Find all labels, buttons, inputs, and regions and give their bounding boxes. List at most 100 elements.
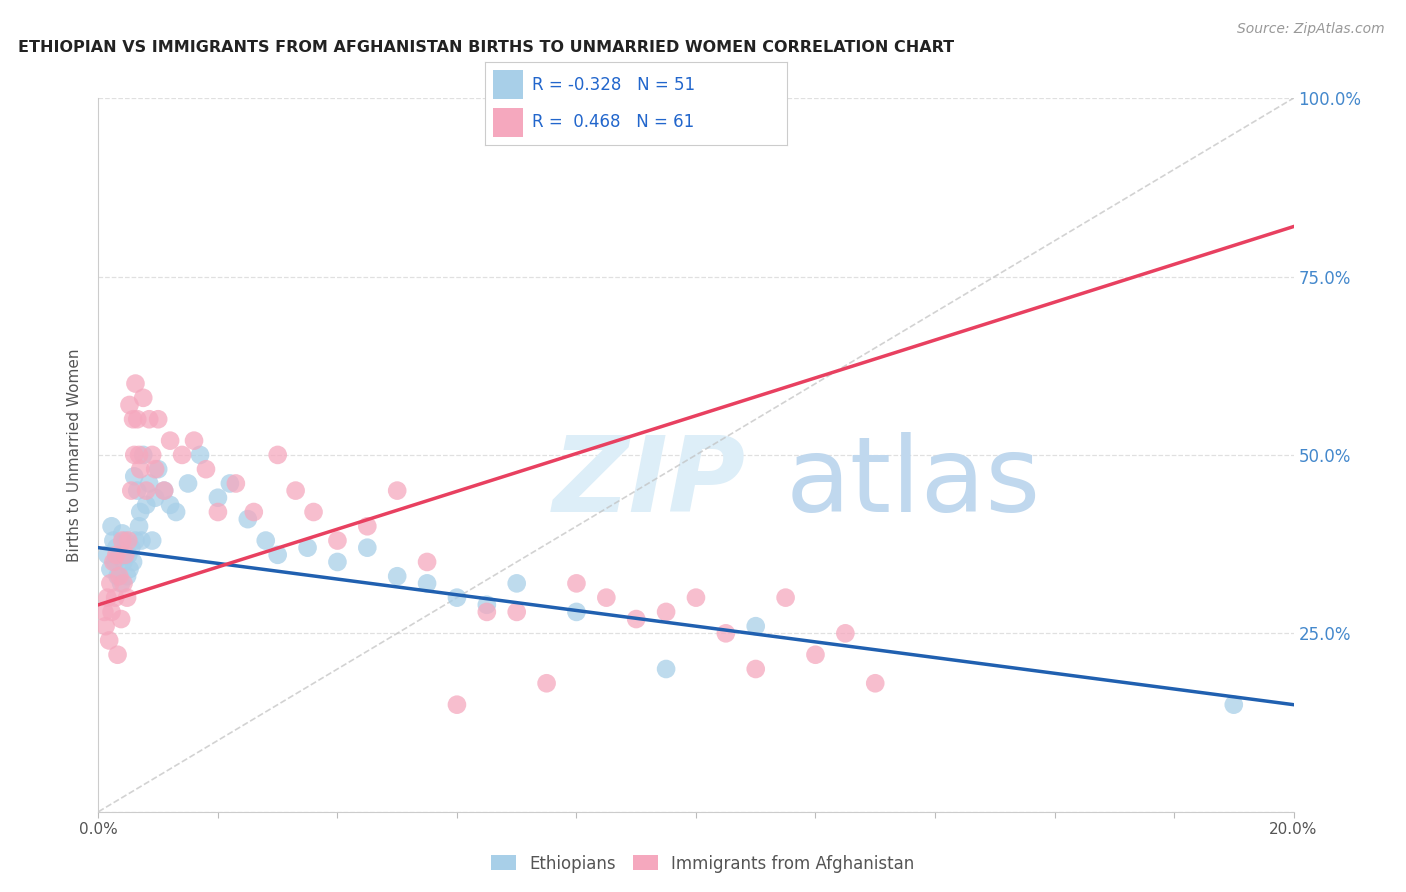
Point xyxy=(284,483,307,498)
Point xyxy=(297,541,319,555)
Point xyxy=(236,512,259,526)
Point xyxy=(124,533,146,548)
Point xyxy=(122,412,145,426)
Point xyxy=(595,591,617,605)
Point xyxy=(100,562,122,576)
Point xyxy=(108,548,131,562)
Point xyxy=(506,605,529,619)
Point xyxy=(94,619,117,633)
Point xyxy=(131,533,153,548)
Point xyxy=(127,483,149,498)
Point xyxy=(103,533,125,548)
Point xyxy=(416,576,439,591)
Point xyxy=(475,605,498,619)
Bar xyxy=(492,70,523,99)
Point xyxy=(745,662,768,676)
Point xyxy=(104,555,127,569)
Point xyxy=(565,576,588,591)
Point xyxy=(107,648,129,662)
Point xyxy=(132,391,155,405)
Point xyxy=(565,605,588,619)
Text: ZIP: ZIP xyxy=(553,433,745,534)
Point xyxy=(626,612,648,626)
Point xyxy=(159,434,181,448)
Point xyxy=(356,541,378,555)
Point xyxy=(100,605,122,619)
Point xyxy=(141,533,163,548)
Point xyxy=(118,562,141,576)
Point xyxy=(143,462,166,476)
Point xyxy=(114,548,136,562)
Point xyxy=(93,605,115,619)
Point xyxy=(111,533,134,548)
Point xyxy=(98,633,121,648)
Point xyxy=(148,462,170,476)
Point xyxy=(96,548,118,562)
Point xyxy=(138,412,160,426)
Point xyxy=(111,526,134,541)
Point xyxy=(148,412,170,426)
Point xyxy=(536,676,558,690)
Point xyxy=(129,505,152,519)
Point xyxy=(475,598,498,612)
Point xyxy=(804,648,827,662)
Point xyxy=(100,576,122,591)
Point xyxy=(267,448,290,462)
Point xyxy=(159,498,181,512)
Point xyxy=(115,569,138,583)
Point xyxy=(385,569,409,583)
Point xyxy=(243,505,266,519)
Point xyxy=(655,605,678,619)
Point xyxy=(385,483,409,498)
Point xyxy=(326,555,349,569)
Bar xyxy=(492,108,523,137)
Point xyxy=(135,498,157,512)
Point xyxy=(122,555,145,569)
Point xyxy=(1222,698,1246,712)
Point xyxy=(188,448,211,462)
Point xyxy=(124,376,146,391)
Point xyxy=(219,476,242,491)
Point xyxy=(506,576,529,591)
Point xyxy=(132,448,155,462)
Point xyxy=(110,612,132,626)
Point xyxy=(124,469,146,483)
Point xyxy=(143,491,166,505)
Point xyxy=(127,412,149,426)
Point xyxy=(207,491,229,505)
Point xyxy=(775,591,797,605)
Text: ETHIOPIAN VS IMMIGRANTS FROM AFGHANISTAN BIRTHS TO UNMARRIED WOMEN CORRELATION C: ETHIOPIAN VS IMMIGRANTS FROM AFGHANISTAN… xyxy=(18,40,955,55)
Point xyxy=(153,483,176,498)
Text: Source: ZipAtlas.com: Source: ZipAtlas.com xyxy=(1237,22,1385,37)
Point xyxy=(124,448,146,462)
Point xyxy=(118,398,141,412)
Point xyxy=(207,505,229,519)
Point xyxy=(302,505,325,519)
Point xyxy=(120,483,142,498)
Point xyxy=(183,434,205,448)
Point xyxy=(117,548,139,562)
Text: atlas: atlas xyxy=(786,433,1040,534)
Point xyxy=(120,541,142,555)
Point xyxy=(100,519,122,533)
Point xyxy=(326,533,349,548)
Point xyxy=(153,483,176,498)
Point xyxy=(416,555,439,569)
Point xyxy=(128,519,150,533)
Point xyxy=(745,619,768,633)
Y-axis label: Births to Unmarried Women: Births to Unmarried Women xyxy=(67,348,83,562)
Point xyxy=(96,591,118,605)
Point xyxy=(112,555,135,569)
Point xyxy=(254,533,277,548)
Point xyxy=(165,505,187,519)
Point xyxy=(138,476,160,491)
Point xyxy=(863,676,887,690)
Point xyxy=(714,626,737,640)
Point xyxy=(114,533,136,548)
Point xyxy=(225,476,247,491)
Point xyxy=(685,591,707,605)
Text: R = -0.328   N = 51: R = -0.328 N = 51 xyxy=(531,76,695,94)
Point xyxy=(117,533,139,548)
Point xyxy=(655,662,678,676)
Point xyxy=(128,448,150,462)
